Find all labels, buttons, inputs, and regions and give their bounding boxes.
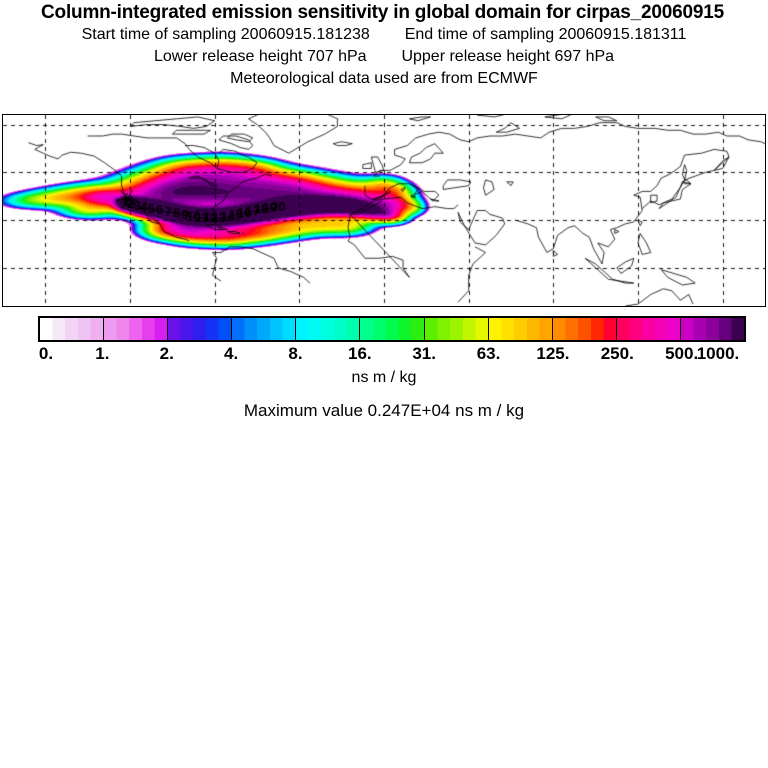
upper-release-label: Upper release height bbox=[401, 48, 550, 65]
meteorological-source-line: Meteorological data used are from ECMWF bbox=[230, 70, 538, 87]
colorbar-tick-3: 4. bbox=[223, 344, 239, 363]
emission-sensitivity-map bbox=[3, 115, 765, 306]
colorbar-tick-6: 31. bbox=[412, 344, 436, 363]
colorbar-tick-0: 0. bbox=[38, 344, 54, 363]
end-time-label: End time of sampling bbox=[404, 26, 555, 43]
colorbar-tick-labels: 0. 1. 2. 4. 8. 16. 31. 63. 125. 250. 500. 1000. bbox=[0, 344, 768, 366]
colorbar-tick-8: 125. bbox=[536, 344, 570, 363]
colorbar-tick-9: 250. bbox=[600, 344, 634, 363]
colorbar-segment-3 bbox=[232, 318, 297, 340]
colorbar-tick-10: 500. bbox=[665, 344, 699, 363]
lower-release-label: Lower release height bbox=[153, 48, 303, 65]
colorbar-segment-5 bbox=[360, 318, 425, 340]
colorbar-segment-0 bbox=[40, 318, 105, 340]
colorbar-tick-1: 1. bbox=[95, 344, 110, 363]
colorbar-segment-4 bbox=[296, 318, 361, 340]
sampling-time-row: Start time of sampling 20060915.181238 E… bbox=[0, 24, 768, 46]
lower-release-value: 707 hPa bbox=[306, 48, 367, 65]
colorbar-scale bbox=[38, 316, 746, 342]
colorbar-tick-5: 16. bbox=[347, 344, 372, 363]
colorbar-segment-1 bbox=[104, 318, 169, 340]
colorbar-tick-4: 8. bbox=[288, 344, 303, 363]
colorbar-segment-9 bbox=[616, 318, 681, 340]
colorbar-tick-2: 2. bbox=[159, 344, 174, 363]
colorbar-tick-11: 1000. bbox=[696, 344, 740, 363]
colorbar-tick-7: 63. bbox=[476, 344, 501, 363]
maximum-value-label: Maximum value bbox=[243, 401, 363, 420]
colorbar-segment-6 bbox=[424, 318, 489, 340]
colorbar-segment-10 bbox=[680, 318, 745, 340]
end-time-value: 20060915.181311 bbox=[558, 26, 687, 43]
colorbar-segment-8 bbox=[552, 318, 617, 340]
map-panel bbox=[2, 114, 766, 307]
colorbar-segment-2 bbox=[168, 318, 233, 340]
colorbar-unit-label: ns m / kg bbox=[351, 369, 417, 386]
start-time-label: Start time of sampling bbox=[81, 26, 237, 43]
page-title: Column-integrated emission sensitivity i… bbox=[41, 2, 724, 23]
upper-release-value: 697 hPa bbox=[554, 48, 615, 65]
header-block: Column-integrated emission sensitivity i… bbox=[0, 0, 768, 90]
colorbar-segment-7 bbox=[488, 318, 553, 340]
maximum-value-line: Maximum value 0.247E+04 ns m / kg bbox=[0, 400, 768, 422]
maximum-value-number: 0.247E+04 bbox=[367, 401, 451, 420]
maximum-value-unit: ns m / kg bbox=[455, 401, 525, 420]
start-time-value: 20060915.181238 bbox=[240, 26, 370, 43]
release-height-row: Lower release height 707 hPa Upper relea… bbox=[0, 46, 768, 68]
